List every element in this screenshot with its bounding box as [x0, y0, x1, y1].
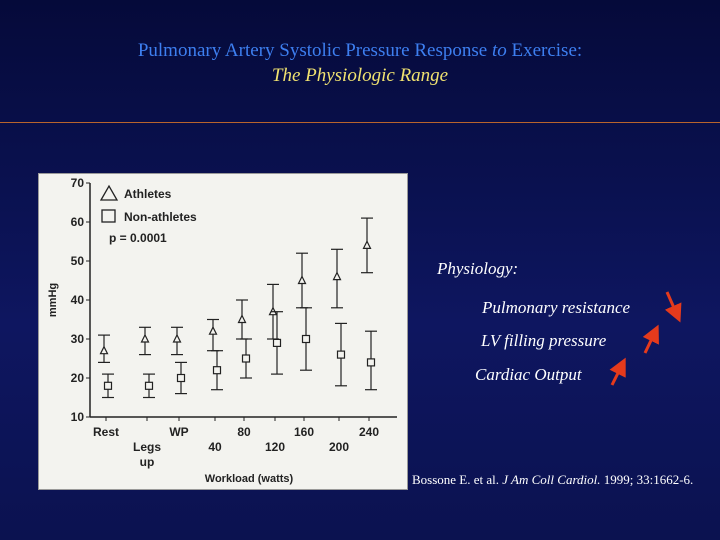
y-tick-label: 20	[71, 371, 85, 385]
x-tick-label: Legs	[133, 440, 161, 454]
data-point-athletes	[208, 325, 218, 335]
data-point-non-athletes	[176, 373, 186, 383]
citation-details: 1999; 33:1662-6.	[600, 472, 694, 487]
physiology-item-pulmonary-resistance: Pulmonary resistance	[482, 298, 631, 317]
data-point-athletes	[332, 271, 342, 281]
citation: Bossone E. et al. J Am Coll Cardiol. 199…	[412, 472, 693, 488]
citation-authors: Bossone E. et al.	[412, 472, 503, 487]
legend-square-icon	[101, 209, 116, 223]
legend-triangle-icon	[99, 184, 119, 201]
data-point-non-athletes	[103, 381, 113, 390]
title-italic: to	[491, 40, 507, 61]
title-part2: Exercise:	[506, 40, 583, 61]
arrow-up-icon	[642, 324, 659, 354]
data-point-athletes	[362, 240, 372, 250]
legend-label-athletes: Athletes	[124, 187, 172, 201]
y-tick-label: 40	[71, 293, 85, 307]
arrow-down-icon	[664, 291, 682, 323]
y-tick-label: 70	[71, 176, 85, 190]
data-point-athletes	[99, 345, 109, 355]
x-tick-label: up	[140, 455, 155, 469]
y-tick-label: 60	[71, 215, 85, 229]
slide-title: Pulmonary Artery Systolic Pressure Respo…	[0, 38, 720, 63]
x-tick-label: 240	[359, 425, 379, 439]
data-point-athletes	[297, 275, 307, 285]
y-tick-label: 30	[71, 332, 85, 346]
x-tick-label: WP	[169, 425, 188, 439]
x-tick-label: 120	[265, 440, 285, 454]
y-tick-label: 10	[71, 410, 85, 424]
data-point-non-athletes	[144, 381, 154, 390]
slide-title-block: Pulmonary Artery Systolic Pressure Respo…	[0, 38, 720, 88]
title-part1: Pulmonary Artery Systolic Pressure Respo…	[137, 40, 492, 61]
x-tick-label: Rest	[93, 425, 119, 439]
x-axis-label: Workload (watts)	[205, 473, 294, 485]
data-point-non-athletes	[301, 334, 311, 344]
citation-journal: J Am Coll Cardiol.	[502, 472, 601, 487]
p-value-annotation: p = 0.0001	[109, 231, 167, 245]
data-point-non-athletes	[336, 350, 346, 359]
data-point-athletes	[140, 333, 150, 343]
x-tick-label: 160	[294, 425, 314, 439]
legend-label-non-athletes: Non-athletes	[124, 210, 197, 224]
data-point-non-athletes	[272, 338, 282, 347]
physiology-heading: Physiology:	[437, 259, 519, 278]
data-point-athletes	[172, 333, 182, 343]
data-point-non-athletes	[241, 354, 251, 363]
x-tick-label: 40	[208, 440, 222, 454]
title-divider	[0, 122, 720, 123]
slide-subtitle: The Physiologic Range	[271, 65, 449, 86]
chart-figure: 10 20 30 40 50 60 70 mmHg Rest Legs up WP 40 80 120 160…	[38, 173, 408, 490]
y-axis-label: mmHg	[47, 283, 59, 317]
physiology-item-cardiac-output: Cardiac Output	[475, 365, 582, 384]
y-tick-label: 50	[71, 254, 85, 268]
data-point-non-athletes	[212, 366, 222, 375]
data-point-non-athletes	[366, 358, 376, 367]
x-tick-label: 200	[329, 440, 349, 454]
arrow-up-icon	[609, 357, 626, 386]
physiology-item-lv-filling: LV filling pressure	[481, 331, 607, 350]
x-tick-label: 80	[237, 425, 251, 439]
data-point-athletes	[237, 314, 247, 324]
